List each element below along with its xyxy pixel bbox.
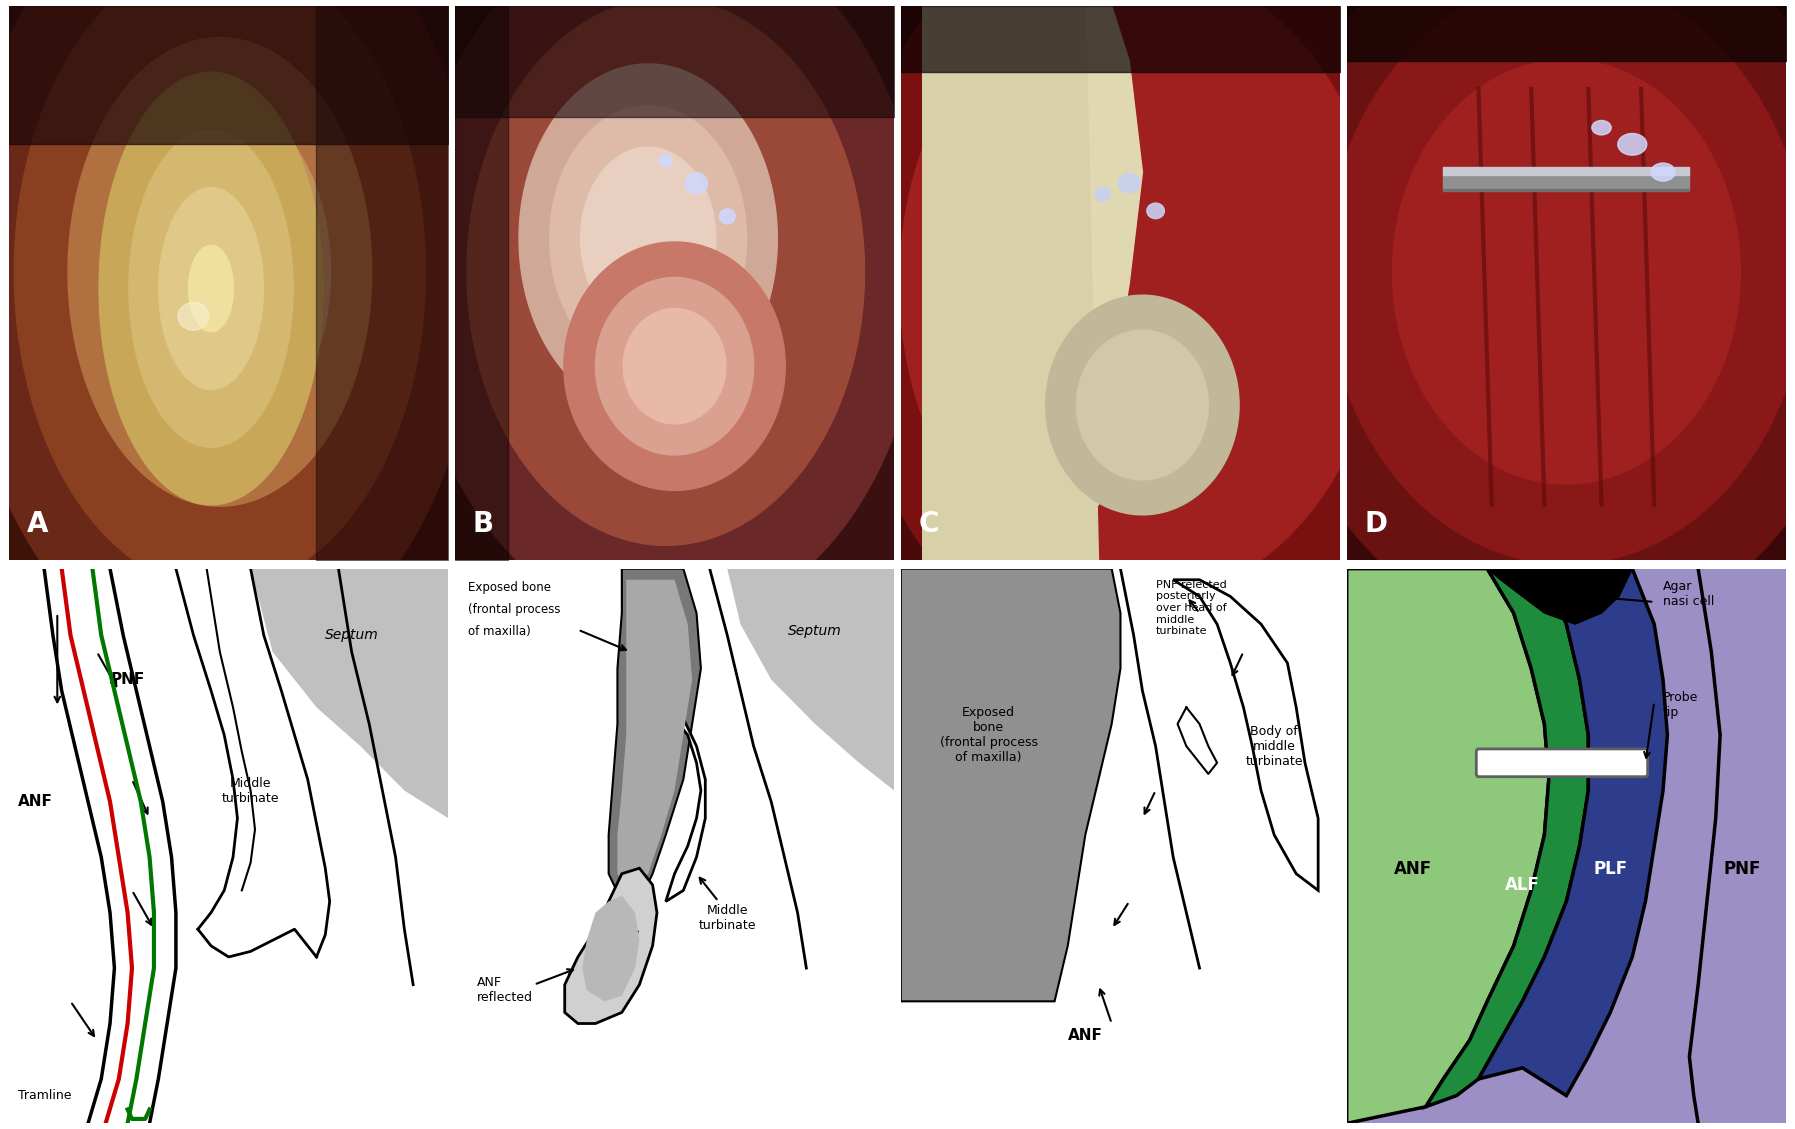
Polygon shape [923, 6, 1142, 560]
Polygon shape [1199, 0, 1795, 720]
Polygon shape [564, 242, 784, 490]
Polygon shape [188, 245, 233, 332]
Polygon shape [14, 0, 425, 589]
Polygon shape [99, 72, 323, 505]
Polygon shape [727, 569, 894, 790]
Polygon shape [617, 580, 693, 891]
Polygon shape [0, 0, 521, 736]
Polygon shape [1425, 569, 1589, 1106]
Polygon shape [549, 105, 747, 371]
Ellipse shape [1617, 133, 1646, 155]
Text: A: A [27, 510, 48, 539]
Text: (frontal process: (frontal process [468, 603, 560, 616]
Text: C: C [919, 510, 939, 539]
Polygon shape [666, 708, 705, 901]
Polygon shape [580, 147, 716, 330]
Polygon shape [609, 569, 700, 901]
Ellipse shape [1651, 163, 1675, 181]
Text: Exposed
bone
(frontal process
of maxilla): Exposed bone (frontal process of maxilla… [939, 706, 1038, 764]
Text: PLF: PLF [1594, 860, 1628, 877]
Polygon shape [582, 896, 639, 1001]
Polygon shape [1077, 330, 1208, 480]
Text: Septum: Septum [788, 624, 842, 638]
Ellipse shape [1095, 187, 1111, 201]
Text: Exposed bone: Exposed bone [468, 580, 551, 594]
Polygon shape [109, 102, 330, 443]
FancyBboxPatch shape [1475, 749, 1648, 777]
Text: Agar
nasi cell: Agar nasi cell [1662, 580, 1714, 607]
Text: PNF: PNF [1723, 860, 1761, 877]
Polygon shape [1174, 580, 1318, 891]
Polygon shape [409, 0, 923, 625]
Ellipse shape [720, 209, 736, 224]
Text: ANF: ANF [1393, 860, 1432, 877]
Ellipse shape [1147, 203, 1165, 219]
Ellipse shape [1118, 174, 1140, 193]
Polygon shape [350, 0, 982, 706]
Polygon shape [1046, 295, 1239, 515]
Polygon shape [0, 0, 479, 672]
Polygon shape [129, 130, 293, 447]
Polygon shape [596, 278, 754, 455]
Polygon shape [788, 0, 1497, 746]
Polygon shape [901, 569, 1120, 1001]
Ellipse shape [1592, 121, 1612, 134]
Polygon shape [899, 0, 1386, 601]
Text: D: D [1364, 510, 1388, 539]
Text: ANF: ANF [1068, 1029, 1102, 1043]
Text: B: B [472, 510, 494, 539]
Text: Middle
turbinate: Middle turbinate [223, 777, 280, 805]
Ellipse shape [178, 303, 208, 330]
Text: PNF relected
posteriorly
over head of
middle
turbinate: PNF relected posteriorly over head of mi… [1156, 580, 1226, 636]
Text: ANF
reflected: ANF reflected [477, 977, 533, 1005]
Polygon shape [158, 187, 264, 390]
Polygon shape [623, 308, 725, 423]
Ellipse shape [659, 155, 673, 167]
Text: Body of
middle
turbinate: Body of middle turbinate [1246, 725, 1303, 768]
Polygon shape [519, 64, 777, 413]
Polygon shape [251, 569, 449, 819]
Polygon shape [467, 0, 865, 545]
Polygon shape [1479, 569, 1668, 1095]
Polygon shape [1346, 569, 1549, 1123]
Polygon shape [923, 6, 1099, 560]
Text: Probe
tip: Probe tip [1662, 691, 1698, 719]
Polygon shape [1265, 0, 1795, 640]
Text: of maxilla): of maxilla) [468, 625, 531, 638]
Text: ALF: ALF [1504, 876, 1540, 894]
Text: PNF: PNF [111, 672, 145, 688]
Polygon shape [1393, 60, 1741, 484]
Polygon shape [844, 0, 1441, 674]
Text: ANF: ANF [18, 794, 52, 809]
Polygon shape [565, 868, 657, 1024]
Polygon shape [1488, 569, 1632, 624]
Text: Septum: Septum [325, 628, 379, 642]
Ellipse shape [686, 173, 707, 193]
Polygon shape [68, 37, 372, 506]
Polygon shape [1327, 0, 1795, 564]
Text: Tramline: Tramline [18, 1089, 72, 1102]
Text: Middle
turbinate: Middle turbinate [698, 904, 756, 933]
